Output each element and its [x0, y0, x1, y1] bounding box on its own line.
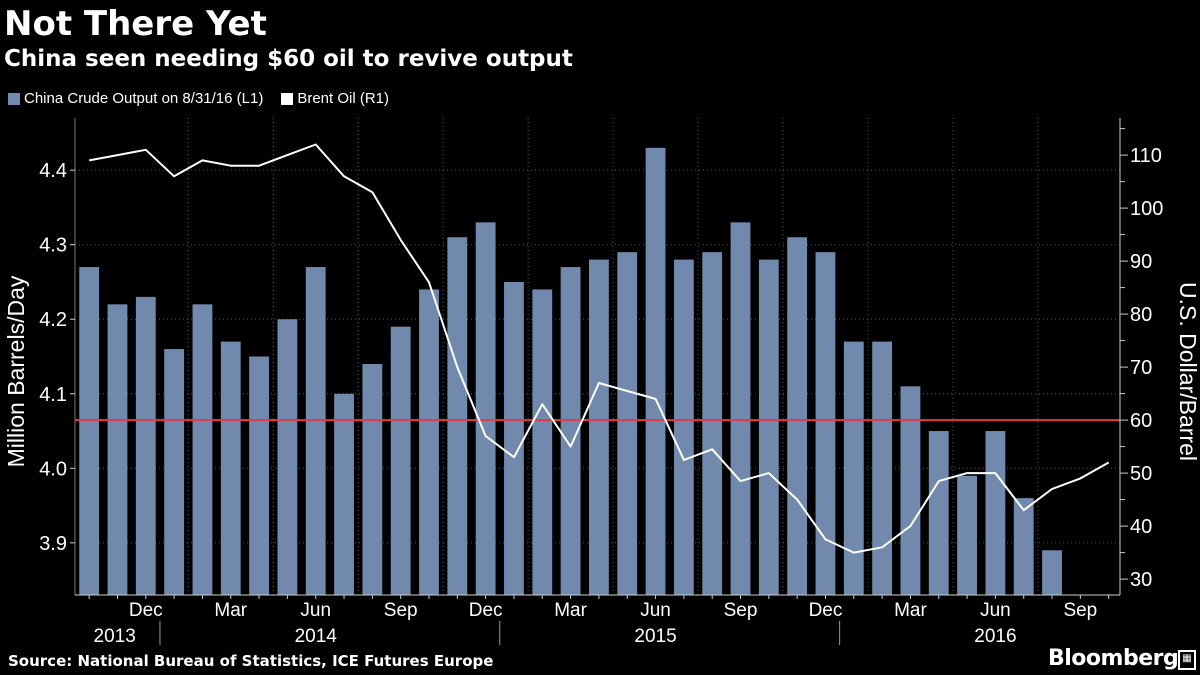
bar-crude-output [79, 267, 100, 595]
right-axis-tick-label: 100 [1130, 198, 1163, 220]
bar-crude-output [673, 259, 694, 595]
bar-crude-output [135, 296, 156, 595]
x-axis-year-label: 2015 [634, 626, 676, 647]
bar-crude-output [277, 319, 298, 595]
source-note: Source: National Bureau of Statistics, I… [8, 652, 494, 670]
right-axis-title: U.S. Dollar/Barrel [1175, 282, 1200, 461]
right-axis-tick-label: 70 [1130, 357, 1152, 379]
right-axis-tick-label: 110 [1130, 145, 1162, 167]
x-axis-month-label: Dec [129, 600, 163, 621]
bar-crude-output [390, 326, 411, 595]
x-axis-year-label: 2013 [94, 626, 136, 647]
legend-label-crude-output: China Crude Output on 8/31/16 (L1) [24, 90, 264, 107]
bar-crude-output [532, 289, 553, 595]
x-axis-month-label: Mar [214, 600, 247, 621]
x-axis-month-label: Dec [809, 600, 843, 621]
right-axis-tick-label: 30 [1130, 569, 1152, 591]
legend-label-brent-oil: Brent Oil (R1) [297, 90, 390, 107]
bar-crude-output [730, 222, 751, 595]
legend: China Crude Output on 8/31/16 (L1) Brent… [8, 90, 407, 107]
bar-crude-output [928, 431, 949, 595]
bloomberg-terminal-icon: ▦ [1178, 650, 1196, 670]
x-axis-month-label: Dec [469, 600, 503, 621]
legend-swatch-brent-oil [281, 92, 294, 105]
bar-crude-output [419, 289, 439, 595]
bar-crude-output [985, 431, 1006, 595]
right-axis-tick-label: 90 [1130, 251, 1152, 273]
x-axis-month-label: Jun [640, 600, 671, 621]
bar-crude-output [192, 304, 213, 595]
bar-crude-output [249, 356, 269, 595]
left-axis-title: Million Barrels/Day [3, 275, 29, 467]
right-axis-tick-label: 60 [1130, 410, 1152, 432]
left-axis-tick-label: 4.4 [39, 160, 67, 182]
bar-crude-output [305, 267, 326, 595]
right-axis-tick-label: 80 [1130, 304, 1152, 326]
bar-crude-output [872, 341, 893, 595]
x-axis-month-label: Sep [1063, 600, 1097, 621]
bar-crude-output [475, 222, 496, 595]
x-axis-month-label: Sep [384, 600, 418, 621]
x-axis-month-label: Jun [300, 600, 331, 621]
x-axis-year-label: 2014 [295, 626, 338, 647]
right-axis-tick-label: 50 [1130, 463, 1152, 485]
bar-crude-output [560, 267, 581, 595]
chart-title: Not There Yet [4, 4, 267, 44]
left-axis-tick-label: 3.9 [39, 533, 67, 555]
left-axis-tick-label: 4.2 [39, 309, 67, 331]
legend-item-brent-oil: Brent Oil (R1) [281, 90, 389, 107]
legend-swatch-crude-output [8, 92, 20, 105]
chart-subtitle: China seen needing $60 oil to revive out… [4, 46, 573, 72]
bar-crude-output [702, 252, 723, 595]
right-axis-tick-label: 40 [1130, 516, 1152, 538]
bar-crude-output [589, 259, 609, 595]
bar-crude-output [815, 252, 836, 595]
x-axis-month-label: Jun [980, 600, 1011, 621]
left-axis-tick-label: 4.0 [39, 458, 67, 480]
bar-crude-output [957, 475, 977, 595]
x-axis-month-label: Sep [724, 600, 758, 621]
bar-crude-output [1042, 550, 1062, 595]
bar-crude-output [1013, 498, 1034, 595]
x-axis-month-label: Mar [894, 600, 927, 621]
bar-crude-output [447, 237, 468, 595]
brand-logo-text: Bloomberg [1048, 646, 1179, 671]
bar-crude-output [504, 281, 524, 595]
bar-crude-output [645, 147, 666, 595]
left-axis-tick-label: 4.3 [39, 235, 67, 257]
bar-crude-output [900, 386, 921, 595]
bar-crude-output [787, 237, 808, 595]
x-axis-month-label: Mar [554, 600, 587, 621]
bar-crude-output [758, 259, 779, 595]
left-axis-tick-label: 4.1 [39, 384, 67, 406]
bar-crude-output [617, 252, 638, 595]
bar-crude-output [107, 304, 128, 595]
bar-crude-output [220, 341, 241, 595]
bar-crude-output [334, 393, 354, 595]
bar-crude-output [843, 341, 864, 595]
line-brent-oil [89, 143, 1110, 554]
bar-crude-output [362, 363, 383, 595]
bar-crude-output [164, 349, 185, 595]
x-axis-year-label: 2016 [974, 626, 1016, 647]
legend-item-crude-output: China Crude Output on 8/31/16 (L1) [8, 90, 263, 107]
